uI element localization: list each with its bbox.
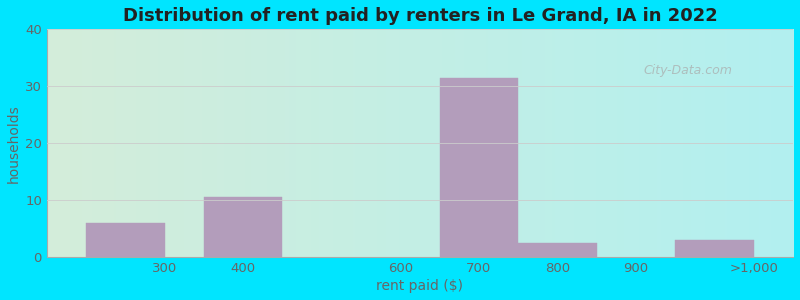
Bar [439,78,518,257]
Bar [518,243,597,257]
Bar [204,197,282,257]
X-axis label: rent paid ($): rent paid ($) [377,279,463,293]
Y-axis label: households: households [7,104,21,182]
Title: Distribution of rent paid by renters in Le Grand, IA in 2022: Distribution of rent paid by renters in … [122,7,718,25]
Bar [675,240,754,257]
Text: City-Data.com: City-Data.com [644,64,733,77]
Bar [86,223,165,257]
